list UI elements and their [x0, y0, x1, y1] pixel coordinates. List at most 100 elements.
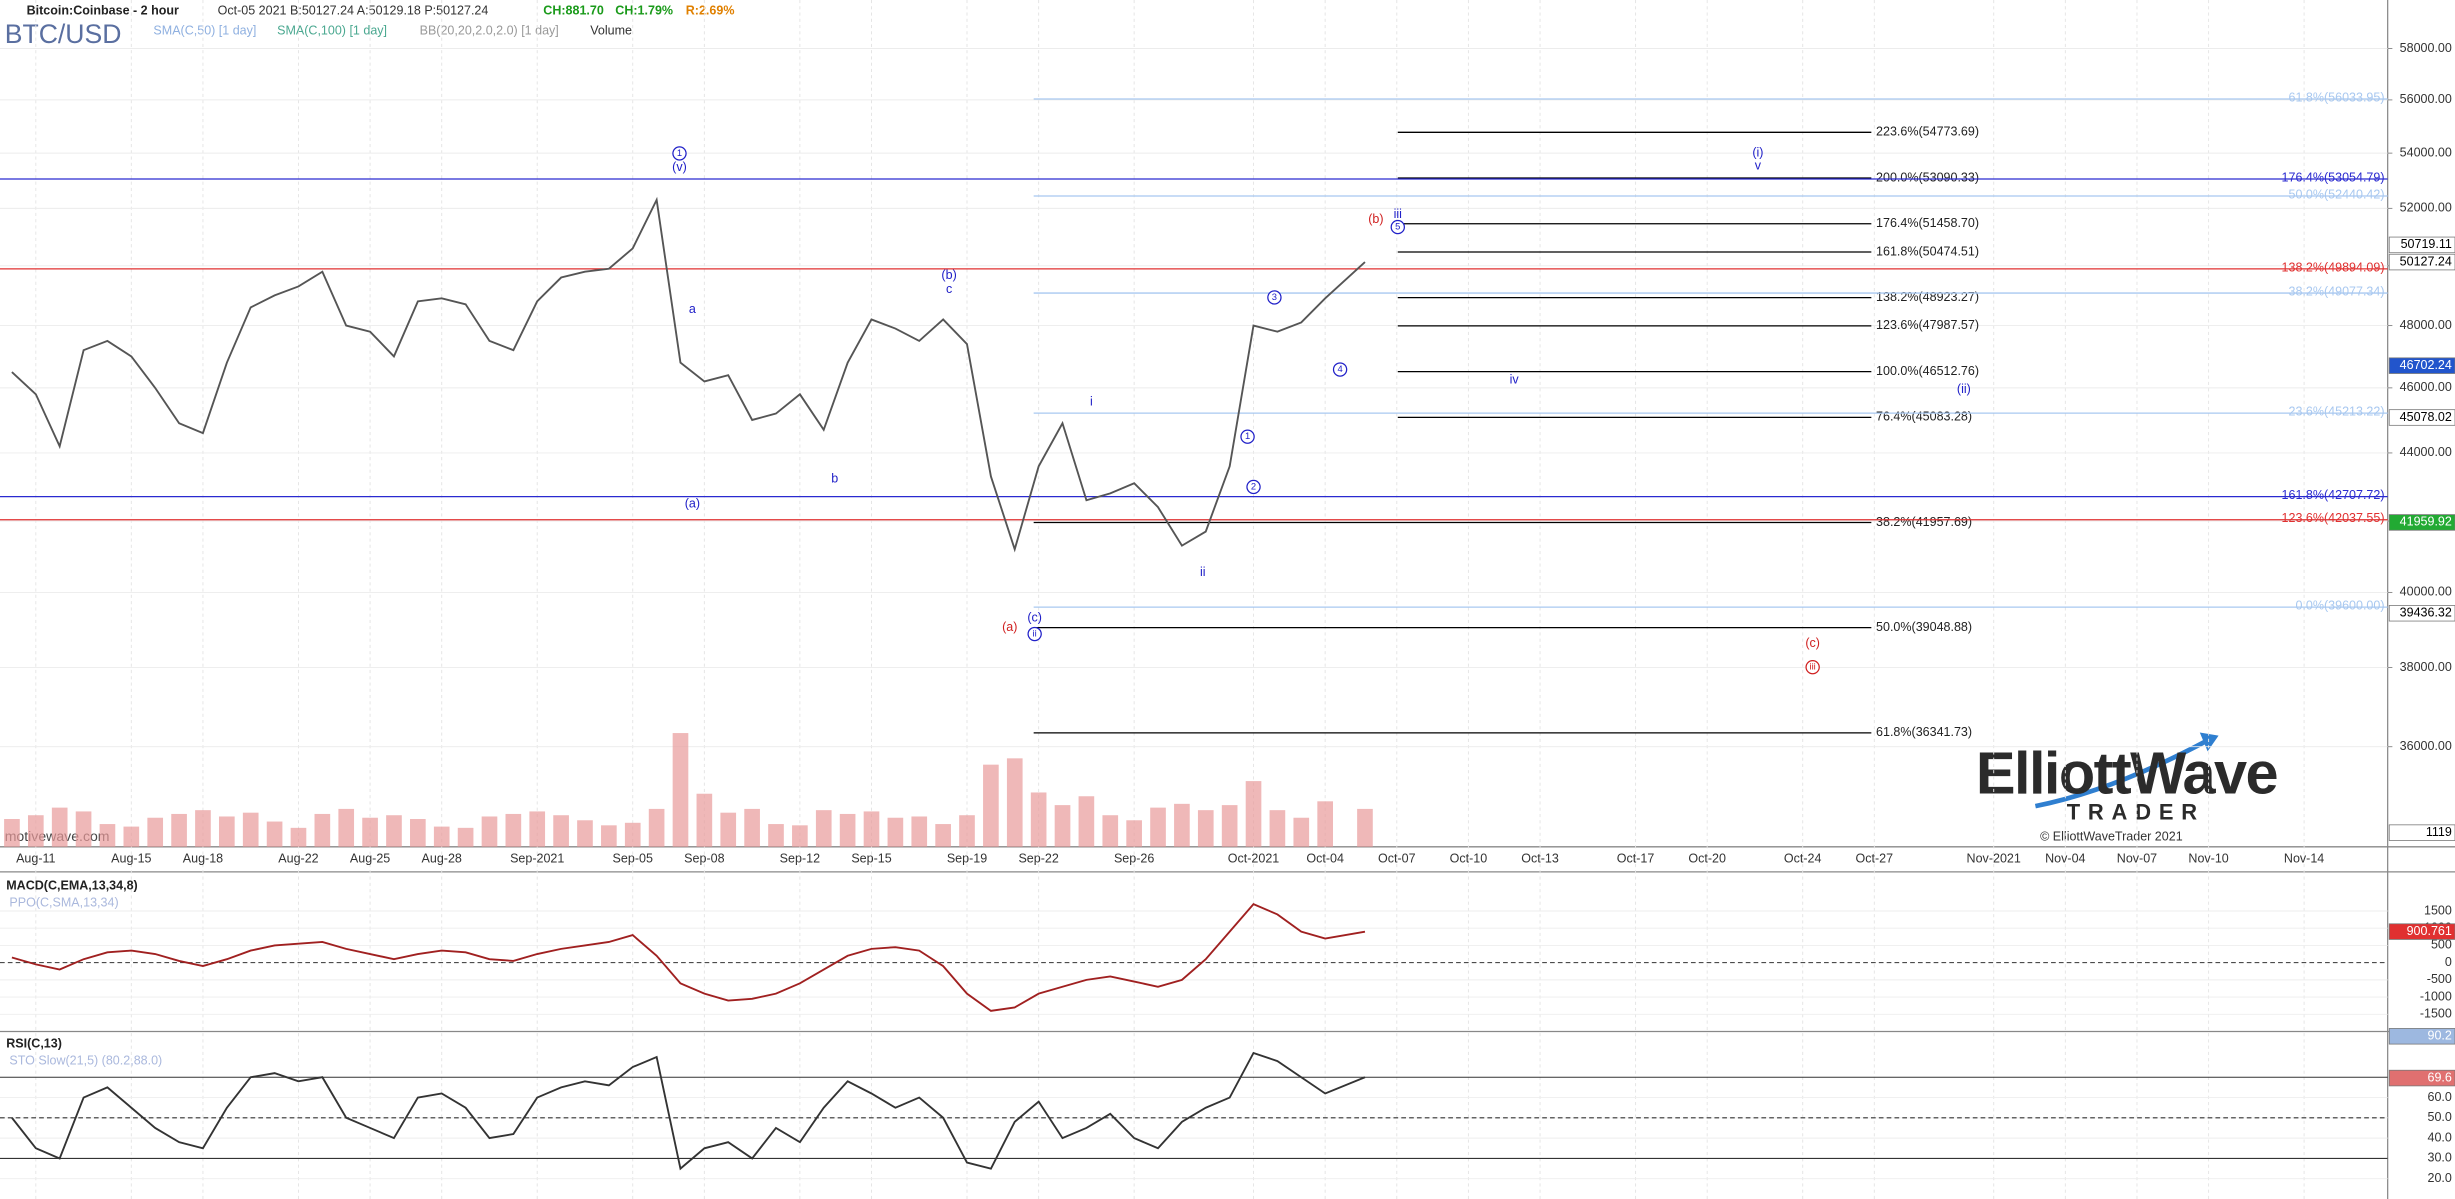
study-label: SMA(C,50) [1 day]	[153, 24, 256, 38]
wave-label: (i)	[1752, 146, 1763, 160]
wave-label: 4	[1337, 363, 1342, 374]
x-tick-label: Oct-27	[1856, 852, 1894, 866]
x-tick-label: Aug-11	[16, 852, 55, 866]
x-tick-label: Nov-10	[2188, 852, 2228, 866]
price-marker	[2388, 923, 2455, 940]
level-label: 0.0%(39600.00)	[2295, 599, 2384, 613]
wave-circle	[1390, 219, 1405, 235]
wave-label: (b)	[941, 268, 956, 282]
wave-circle	[1805, 659, 1820, 675]
y-tick-label: -500	[2427, 972, 2452, 986]
y-tick-label: 40.0	[2428, 1130, 2452, 1144]
price-marker	[2388, 605, 2455, 622]
marker-label: 50127.24	[2400, 254, 2452, 268]
y-tick-label: 500	[2431, 938, 2452, 952]
wave-circle	[1332, 362, 1348, 377]
wave-circle	[672, 146, 687, 161]
y-tick-label: 48000.00	[2400, 318, 2452, 332]
level-label: 176.4%(53054.79)	[2282, 171, 2385, 185]
volume-bar	[27, 815, 44, 847]
volume-bar	[1174, 803, 1190, 847]
wave-label: (a)	[1002, 620, 1017, 634]
wave-label: 2	[1251, 480, 1256, 491]
volume-bar	[481, 816, 498, 847]
volume-marker-label: 1119	[2426, 825, 2452, 839]
y-tick-label: 40000.00	[2400, 585, 2452, 599]
volume-bar	[1102, 815, 1119, 847]
x-tick-label: Aug-15	[111, 852, 151, 866]
volume-bar	[266, 821, 283, 847]
range: R:2.69%	[686, 3, 735, 17]
y-tick-label: -1000	[2420, 989, 2452, 1003]
volume-bar	[1006, 758, 1023, 847]
volume-bar	[720, 812, 737, 847]
x-tick-label: Nov-07	[2117, 852, 2157, 866]
volume-bar	[433, 826, 450, 847]
logo-name: ElliottWave	[1976, 740, 2278, 807]
wave-label: 1	[1245, 430, 1250, 441]
level-label: 200.0%(53090.33)	[1876, 170, 1979, 184]
volume-bar	[75, 811, 92, 847]
x-tick-label: Aug-22	[278, 852, 318, 866]
volume-bar	[553, 815, 569, 847]
y-tick-label: 50.0	[2428, 1110, 2452, 1124]
y-tick-label: 46000.00	[2400, 380, 2452, 394]
wave-circle	[1240, 429, 1255, 444]
y-tick-label: 60.0	[2428, 1090, 2452, 1104]
volume-bar	[529, 811, 546, 847]
volume-bar	[1245, 781, 1262, 847]
volume-bar	[887, 817, 904, 847]
wave-label: b	[831, 471, 838, 485]
x-tick-label: Aug-28	[422, 852, 462, 866]
x-tick-label: Sep-05	[613, 852, 653, 866]
x-tick-label: Sep-12	[780, 852, 820, 866]
wave-label: ii	[1200, 565, 1206, 579]
volume-bar	[696, 793, 713, 847]
wave-label: (a)	[685, 496, 700, 510]
volume-bar	[863, 811, 880, 847]
logo-swoosh	[2034, 738, 2209, 809]
level-label: 100.0%(46512.76)	[1876, 364, 1979, 378]
panel-subtitle: PPO(C,SMA,13,34)	[9, 895, 118, 909]
panel-title: RSI(C,13)	[6, 1036, 62, 1050]
volume-bar	[4, 819, 20, 847]
volume-bar	[577, 820, 593, 847]
volume-bar	[768, 824, 784, 847]
series-line	[11, 1051, 1366, 1171]
level-label: 161.8%(42707.72)	[2282, 488, 2385, 502]
y-tick-label: 58000.00	[2400, 41, 2452, 55]
volume-marker	[2388, 824, 2455, 841]
x-tick-label: Nov-14	[2284, 852, 2324, 866]
y-tick-label: 20.0	[2428, 1171, 2452, 1185]
volume-bar	[1197, 810, 1214, 847]
volume-bar	[1126, 820, 1142, 847]
volume-bar	[457, 827, 474, 847]
wave-label: (v)	[672, 160, 687, 174]
panel-subtitle: STO Slow(21,5) (80.2,88.0)	[9, 1054, 162, 1068]
price-marker	[2388, 514, 2455, 531]
logo-arrow	[2199, 732, 2219, 752]
volume-bar	[219, 816, 235, 847]
level-label: 38.2%(41957.69)	[1876, 515, 1972, 529]
marker-label: 50719.11	[2401, 237, 2452, 251]
volume-bar	[147, 817, 164, 847]
volume-bar	[601, 825, 617, 847]
y-tick-label: 36000.00	[2400, 739, 2452, 753]
y-tick-label: 44000.00	[2400, 445, 2452, 459]
volume-bar	[648, 808, 665, 847]
volume-bar	[983, 764, 999, 847]
series-line	[11, 196, 1366, 553]
y-tick-label: 38000.00	[2400, 660, 2452, 674]
volume-bar	[672, 733, 689, 847]
volume-bar	[815, 810, 832, 847]
marker-label: 69.6	[2428, 1070, 2452, 1084]
x-tick-label: Oct-04	[1306, 852, 1344, 866]
wave-label: 5	[1395, 221, 1400, 232]
volume-bar	[911, 816, 928, 847]
volume-bar	[624, 822, 641, 847]
price-marker	[2388, 253, 2455, 271]
y-tick-label: 52000.00	[2400, 201, 2452, 215]
volume-bar	[959, 815, 975, 847]
logo-copyright: © ElliottWaveTrader 2021	[2040, 830, 2183, 844]
wave-label: ii	[1033, 628, 1037, 639]
